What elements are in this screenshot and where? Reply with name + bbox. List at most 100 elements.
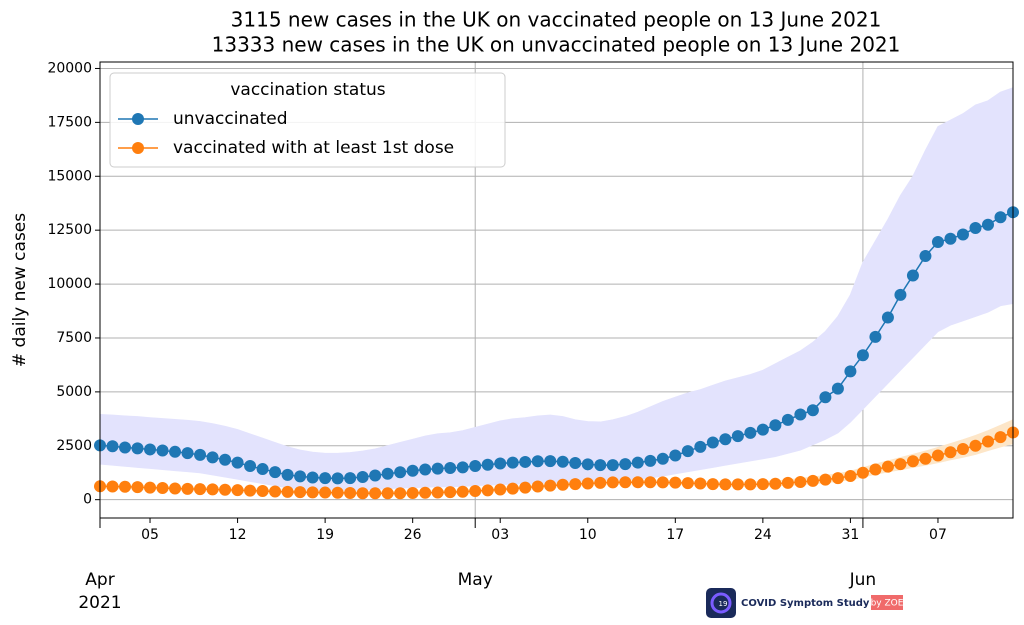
data-point [244,484,257,497]
y-tick-label: 0 [83,492,92,508]
data-point [269,466,282,479]
x-tick-label: 05 [141,527,159,543]
data-point [844,365,857,378]
data-point [706,478,719,491]
data-point [831,382,844,395]
data-point [581,458,594,471]
y-tick-label: 2500 [56,438,92,454]
data-point [619,476,632,489]
data-point [219,453,232,466]
data-point [944,446,957,459]
data-point [969,439,982,452]
data-point [531,455,544,468]
data-point [156,482,169,495]
data-point [206,451,219,464]
data-point [381,467,394,480]
data-point [281,468,294,481]
x-tick-label: 19 [316,527,334,543]
plot-area: 0 2500 5000 7500 10000 12500 15000 17500 20000 Ap… [47,60,1019,613]
data-point [556,478,569,491]
data-point [181,447,194,460]
data-point [394,466,407,479]
legend-title: vaccination status [230,80,385,100]
data-point [719,433,732,446]
data-point [369,469,382,482]
x-tick-label: 03 [491,527,509,543]
legend-box [109,72,506,168]
legend: vaccination status unvaccinated vaccinate… [109,72,506,168]
data-point [344,472,357,485]
x-tick-label: 24 [754,527,772,543]
data-point [856,349,869,362]
data-point [894,458,907,471]
data-point [731,430,744,443]
data-point [706,436,719,449]
data-point [544,479,557,492]
y-tick-label: 12500 [47,222,92,238]
data-point [269,485,282,498]
data-point [644,476,657,489]
data-point [756,478,769,491]
data-point [819,391,832,404]
data-point [144,481,157,494]
data-point [344,486,357,499]
axes-frame [99,61,1014,519]
legend-marker [132,142,144,154]
data-point [494,483,507,496]
data-point [569,478,582,491]
data-point [744,426,757,439]
x-tick-label: 07 [929,527,947,543]
data-point [119,441,132,454]
data-point [506,456,519,469]
data-point [381,487,394,500]
data-point [131,481,144,494]
data-point [806,474,819,487]
data-point [856,466,869,479]
data-point [869,463,882,476]
data-point [956,443,969,456]
data-point [681,477,694,490]
data-point [819,473,832,486]
data-point [194,483,207,496]
data-point [631,456,644,469]
legend-marker [132,113,144,125]
x-month-label: Jun [849,570,877,590]
data-point [131,442,144,455]
y-tick-label: 7500 [56,330,92,346]
data-point [956,228,969,241]
data-point [406,486,419,499]
data-point [756,423,769,436]
data-point [444,486,457,499]
data-point [969,222,982,235]
data-point [981,435,994,448]
logo-ring [710,592,732,614]
data-point [469,460,482,473]
data-point [681,445,694,458]
data-point [119,480,132,493]
data-point [306,471,319,484]
data-point [606,476,619,489]
logo: 19 COVID Symptom Study by ZOE [706,588,904,618]
data-point [356,471,369,484]
logo-icon-text: 19 [719,600,728,608]
data-point [694,440,707,453]
x-year-label: 2021 [78,593,121,613]
data-point [106,440,119,453]
x-tick-label: 17 [666,527,684,543]
data-point [769,477,782,490]
data-point [519,481,532,494]
data-point [781,413,794,426]
data-point [794,408,807,421]
data-point [731,478,744,491]
y-tick-label: 15000 [47,168,92,184]
data-point [656,452,669,465]
y-axis-label: # daily new cases [10,213,30,367]
data-point [894,288,907,301]
data-point [419,486,432,499]
logo-badge [871,595,903,610]
data-point [619,458,632,471]
y-tick-label: 17500 [47,114,92,130]
data-point [669,449,682,462]
data-point [794,475,807,488]
data-point [606,459,619,472]
